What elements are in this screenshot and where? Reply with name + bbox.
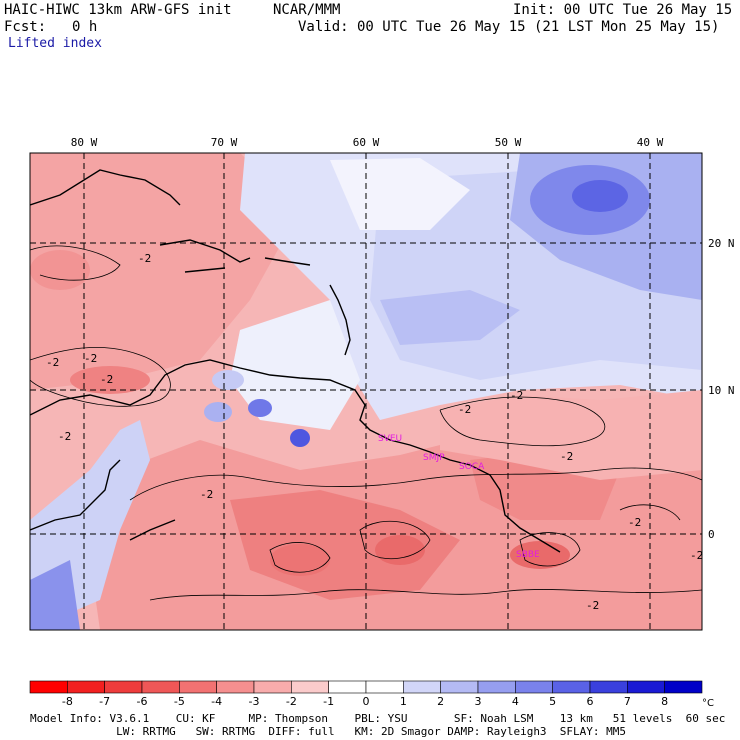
colorbar-swatch (365, 680, 404, 694)
field-name: Lifted index (8, 36, 102, 51)
colorbar-swatch (664, 680, 703, 694)
colorbar-level-label: -4 (211, 695, 222, 708)
lifted-index-field (30, 153, 702, 630)
lon-label-70w: 70 W (211, 136, 238, 149)
colorbar-swatch (403, 680, 441, 694)
contour-label: -2 (200, 488, 213, 501)
station-soca: SOCA (459, 462, 485, 472)
colorbar-swatch (440, 680, 479, 694)
contour-lines (30, 245, 702, 601)
colorbar-level-label: -2 (286, 695, 297, 708)
colorbar-level-label: 5 (549, 695, 556, 708)
colorbar-swatch (179, 680, 217, 694)
station-smjp: SMJP (423, 453, 445, 463)
model-title: HAIC-HIWC 13km ARW-GFS init (4, 2, 232, 18)
contour-label: -2 (138, 252, 151, 265)
colorbar-swatch (291, 680, 329, 694)
colorbar-swatch (328, 680, 367, 694)
contour-label: -2 (46, 356, 59, 369)
valid-time: Valid: 00 UTC Tue 26 May 15 (21 LST Mon … (298, 19, 720, 35)
model-info-line1: Model Info: V3.6.1 CU: KF MP: Thompson P… (30, 712, 726, 725)
colorbar-swatch (253, 680, 292, 694)
colorbar-level-label: 1 (400, 695, 407, 708)
coastlines (30, 169, 561, 553)
colorbar-level-label: 4 (512, 695, 519, 708)
lat-label-0: 0 (708, 528, 715, 541)
colorbar-level-label: -1 (323, 695, 334, 708)
colorbar-level-label: -5 (174, 695, 185, 708)
colorbar-swatch (515, 680, 553, 694)
colorbar-level-label: 8 (661, 695, 668, 708)
contour-value-labels: -2 -2 -2 -2 -2 -2 -2 -2 -2 -2 -2 -2 (46, 252, 703, 612)
colorbar-level-label: 3 (475, 695, 482, 708)
colorbar-level-label: 2 (437, 695, 444, 708)
colorbar-level-label: -8 (62, 695, 73, 708)
colorbar-swatch (627, 680, 665, 694)
colorbar-swatch (216, 680, 255, 694)
contour-label: -2 (690, 549, 703, 562)
forecast-label: Fcst: (4, 19, 47, 35)
station-sveu: SVEU (378, 434, 402, 444)
contour-label: -2 (560, 450, 573, 463)
contour-label: -2 (84, 352, 97, 365)
colorbar-swatch (67, 680, 105, 694)
contour-label: -2 (510, 389, 523, 402)
lon-label-50w: 50 W (495, 136, 522, 149)
lat-label-20n: 20 N (708, 237, 735, 250)
map-frame (29, 152, 703, 631)
contour-label: -2 (458, 403, 471, 416)
colorbar-unit: °C (702, 698, 714, 709)
station-sbbe: SBBE (516, 550, 540, 560)
lon-label-60w: 60 W (353, 136, 380, 149)
colorbar (29, 680, 703, 694)
colorbar-level-label: -6 (137, 695, 148, 708)
contour-label: -2 (58, 430, 71, 443)
colorbar-swatch (141, 680, 180, 694)
colorbar-swatch (552, 680, 591, 694)
lon-label-40w: 40 W (637, 136, 664, 149)
colorbar-level-label: 0 (363, 695, 370, 708)
colorbar-swatch (104, 680, 143, 694)
lon-label-80w: 80 W (71, 136, 98, 149)
contour-label: -2 (586, 599, 599, 612)
contour-label: -2 (628, 516, 641, 529)
colorbar-level-label: 6 (587, 695, 594, 708)
org-label: NCAR/MMM (273, 2, 341, 18)
colorbar-level-label: 7 (624, 695, 631, 708)
colorbar-labels: -8 -7 -6 -5 -4 -3 -2 -1 0 1 2 3 4 5 6 7 8 (62, 695, 668, 708)
colorbar-swatch (29, 680, 68, 694)
lat-lon-grid (30, 153, 702, 630)
model-info-line2: LW: RRTMG SW: RRTMG DIFF: full KM: 2D Sm… (30, 725, 627, 738)
lat-label-10n: 10 N (708, 384, 735, 397)
contour-label: -2 (100, 373, 113, 386)
station-labels: SVEU SMJP SOCA SBBE (378, 434, 540, 560)
colorbar-swatch (589, 680, 628, 694)
forecast-hour: 0 h (72, 19, 98, 35)
colorbar-swatch (477, 680, 516, 694)
colorbar-level-label: -7 (99, 695, 110, 708)
init-time: Init: 00 UTC Tue 26 May 15 (513, 2, 733, 18)
colorbar-level-label: -3 (249, 695, 260, 708)
